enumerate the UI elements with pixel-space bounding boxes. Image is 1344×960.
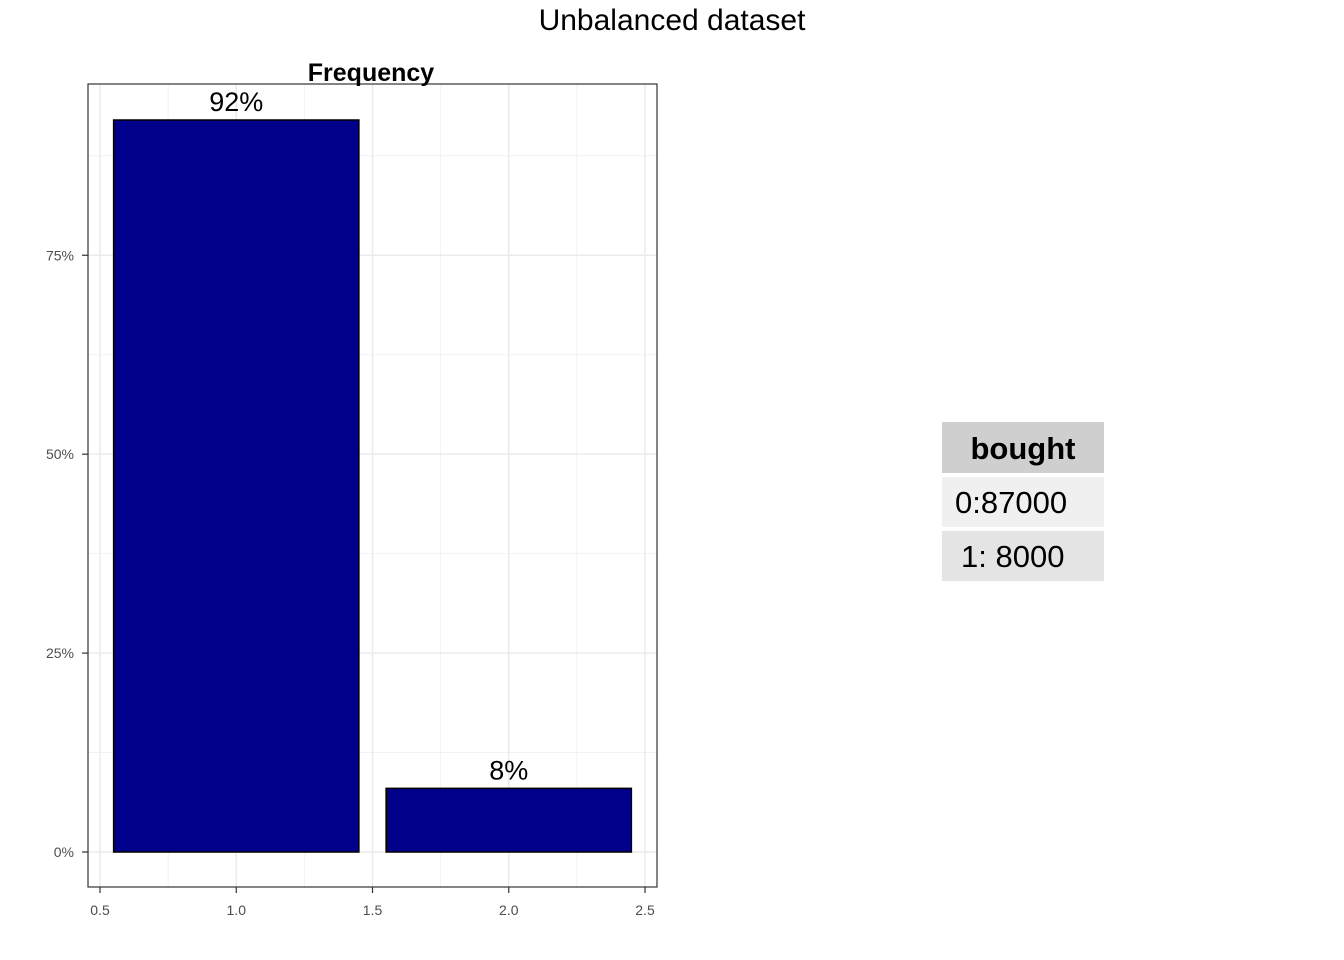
x-tick-label: 2.0 — [499, 902, 519, 918]
bar — [112, 119, 360, 853]
x-tick-label: 1.0 — [227, 902, 247, 918]
table-row: 1: 8000 — [942, 531, 1104, 581]
table-header: bought — [942, 422, 1104, 473]
table-row: 0:87000 — [942, 477, 1104, 527]
bars — [112, 119, 633, 853]
y-tick-label: 0% — [54, 844, 74, 860]
frequency-bar-chart: 0% 25% 50% 75% 0.5 1.0 1.5 2.0 2.5 92% 8% Frequen… — [46, 59, 658, 918]
bar — [385, 787, 633, 853]
x-tick-label: 0.5 — [90, 902, 110, 918]
plot-title: Frequency — [308, 59, 435, 87]
x-tick-label: 2.5 — [635, 902, 655, 918]
bought-table: bought 0:87000 1: 8000 — [942, 422, 1104, 581]
x-tick-label: 1.5 — [363, 902, 383, 918]
bar-labels: 92% 8% — [209, 87, 528, 785]
y-tick-label: 50% — [46, 446, 74, 462]
y-tick-label: 25% — [46, 645, 74, 661]
axes: 0% 25% 50% 75% 0.5 1.0 1.5 2.0 2.5 — [46, 247, 655, 918]
bar-data-label: 8% — [489, 755, 528, 785]
y-tick-label: 75% — [46, 247, 74, 263]
figure-title: Unbalanced dataset — [538, 4, 806, 37]
bar-data-label: 92% — [209, 87, 263, 117]
